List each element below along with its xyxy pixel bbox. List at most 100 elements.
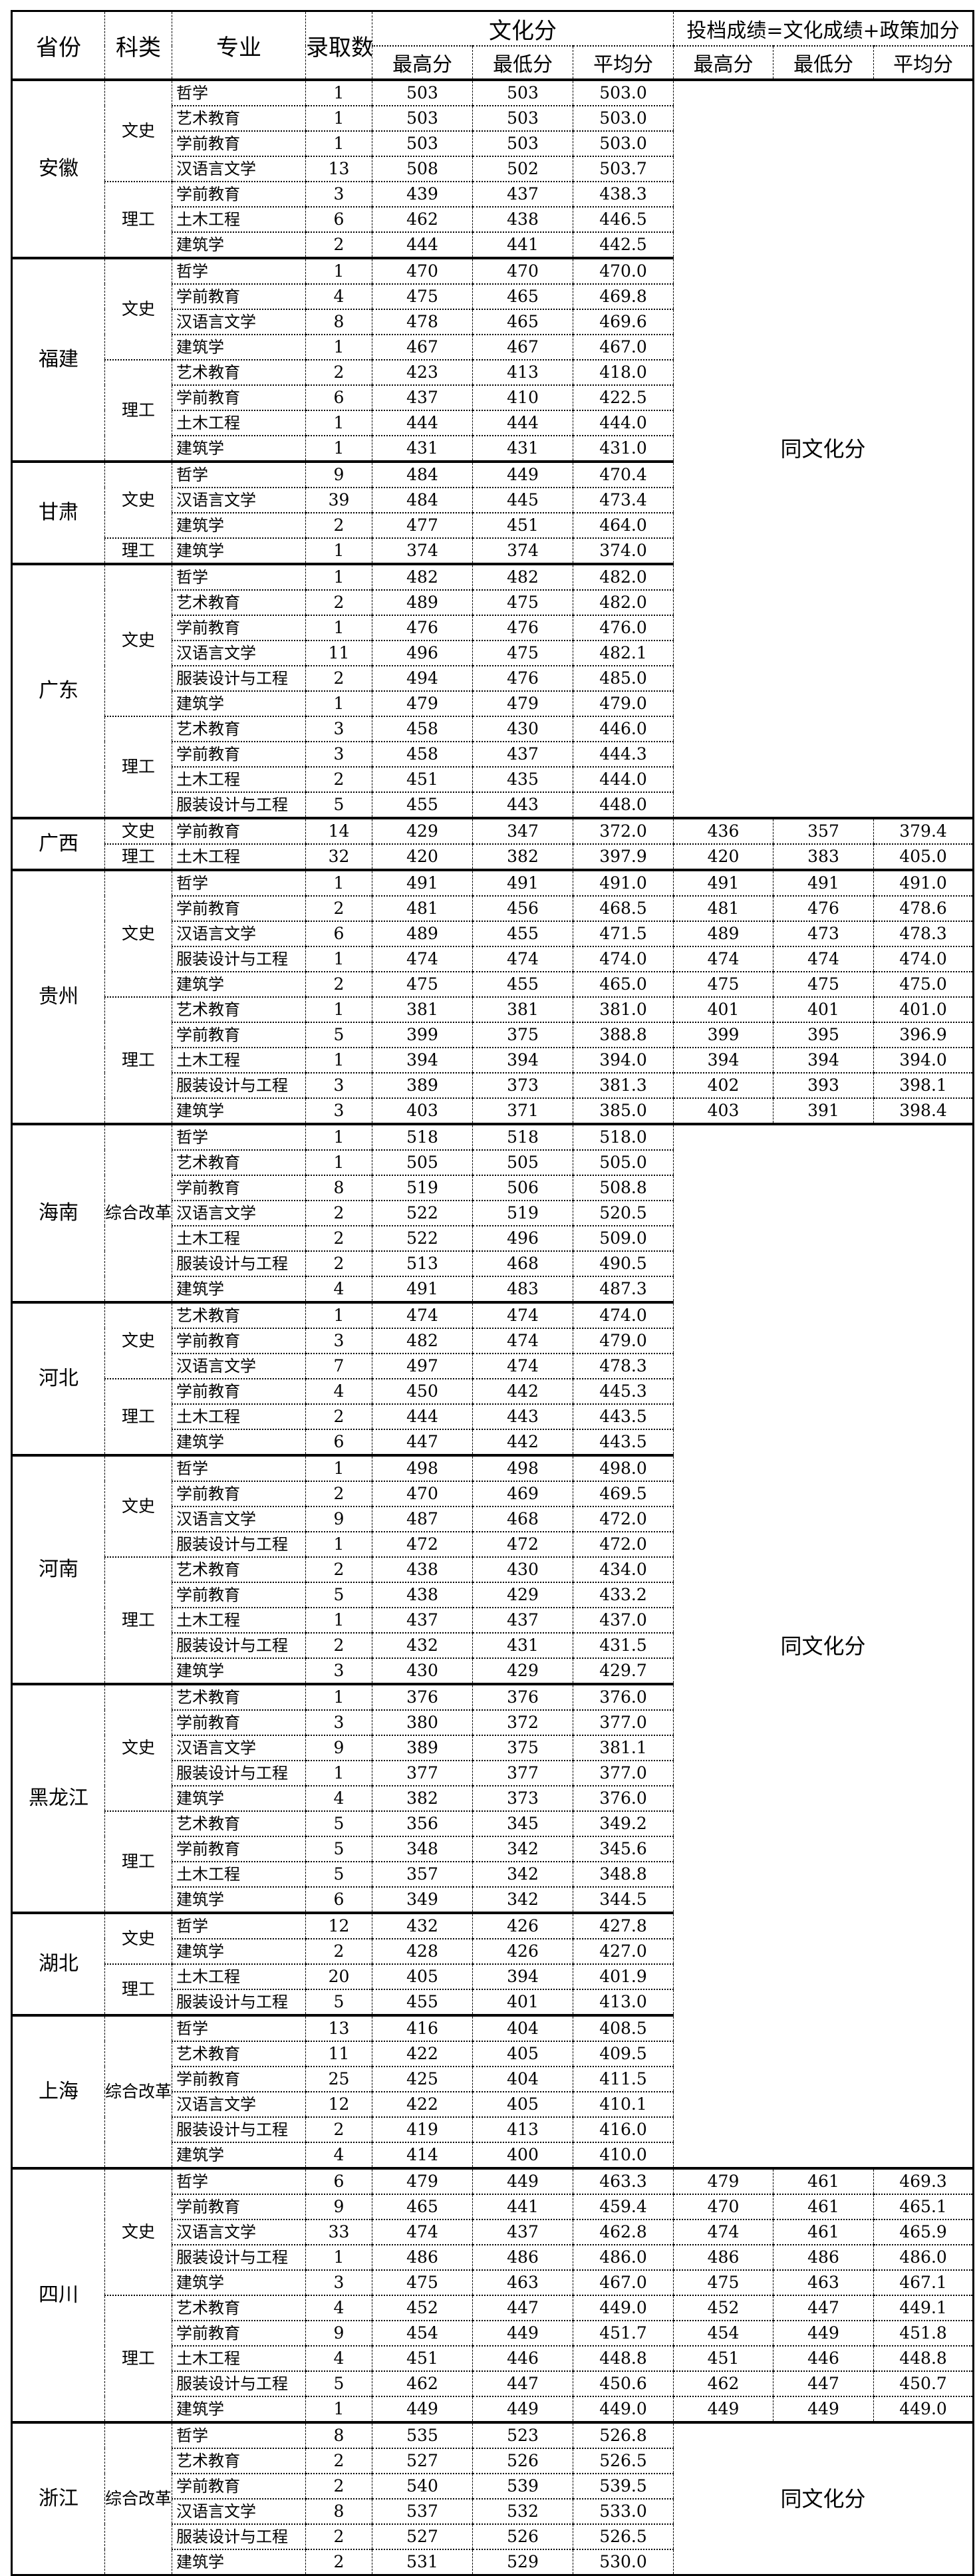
culture-max-cell: 476 <box>372 615 473 641</box>
culture-avg-cell: 479.0 <box>572 690 674 716</box>
admitted-cell: 1 <box>305 1760 372 1786</box>
table-row: 建筑学 1 479 479 479.0 <box>12 690 974 716</box>
table-row: 贵州 文史 哲学 1 491 491 491.0 491 491 491.0 <box>11 869 974 1124</box>
filing-max-cell: 454 <box>673 2320 774 2346</box>
filing-avg-cell: 474.0 <box>873 946 974 972</box>
culture-avg-cell: 418.0 <box>572 359 674 385</box>
filing-max-cell: 403 <box>673 1097 774 1124</box>
culture-avg-cell: 388.8 <box>572 1022 674 1048</box>
culture-max-cell: 491 <box>372 1276 473 1302</box>
major-cell: 汉语言文学 <box>172 2219 306 2245</box>
table-row: 汉语言文学 7 497 474 478.3 <box>12 1353 974 1379</box>
category-cell: 理工 <box>104 537 172 564</box>
admitted-cell: 1 <box>305 1607 372 1633</box>
culture-min-cell: 483 <box>472 1276 573 1302</box>
filing-max-cell: 474 <box>673 946 774 972</box>
admitted-cell: 2 <box>305 1225 372 1251</box>
admitted-cell: 3 <box>305 1072 372 1098</box>
culture-avg-cell: 397.9 <box>572 843 674 870</box>
admitted-cell: 1 <box>305 563 372 590</box>
culture-max-cell: 423 <box>372 359 473 385</box>
table-row: 服装设计与工程 1 474 474 474.0 474 474 474.0 <box>12 946 974 972</box>
culture-avg-cell: 444.0 <box>572 410 674 436</box>
filing-min-cell: 486 <box>773 2244 875 2270</box>
filing-max-cell: 481 <box>673 895 774 921</box>
filing-min-cell: 447 <box>773 2370 875 2396</box>
culture-avg-cell: 429.7 <box>572 1657 674 1684</box>
admitted-cell: 9 <box>305 1506 372 1532</box>
major-cell: 建筑学 <box>172 435 306 462</box>
admitted-cell: 7 <box>305 1353 372 1379</box>
table-row: 汉语言文学 8 537 532 533.0 <box>12 2498 974 2524</box>
province-cell: 广西 <box>11 817 105 870</box>
culture-avg-cell: 539.5 <box>572 2473 674 2499</box>
filing-avg-cell: 398.4 <box>873 1097 974 1124</box>
admitted-cell: 2 <box>305 2473 372 2499</box>
culture-avg-cell: 448.8 <box>572 2345 674 2371</box>
admitted-cell: 3 <box>305 2269 372 2295</box>
table-row: 土木工程 1 444 444 444.0 <box>12 410 974 436</box>
major-cell: 哲学 <box>172 257 306 284</box>
culture-max-cell: 519 <box>372 1175 473 1201</box>
culture-min-cell: 382 <box>472 843 573 870</box>
culture-max-cell: 430 <box>372 1657 473 1684</box>
admitted-cell: 2 <box>305 766 372 792</box>
major-cell: 学前教育 <box>172 741 306 767</box>
filing-max-cell: 475 <box>673 2269 774 2295</box>
filing-max-cell: 394 <box>673 1047 774 1073</box>
admitted-cell: 11 <box>305 2041 372 2067</box>
admitted-cell: 9 <box>305 2320 372 2346</box>
major-cell: 学前教育 <box>172 1836 306 1862</box>
filing-avg-cell: 398.1 <box>873 1072 974 1098</box>
culture-avg-cell: 473.4 <box>572 487 674 513</box>
culture-min-cell: 469 <box>472 1481 573 1506</box>
culture-avg-cell: 470.0 <box>572 257 674 284</box>
culture-min-cell: 413 <box>472 359 573 385</box>
culture-min-cell: 345 <box>472 1810 573 1836</box>
table-row: 服装设计与工程 1 472 472 472.0 <box>12 1531 974 1557</box>
culture-min-cell: 526 <box>472 2448 573 2474</box>
culture-min-cell: 472 <box>472 1531 573 1557</box>
culture-max-cell: 489 <box>372 921 473 946</box>
culture-min-cell: 465 <box>472 283 573 309</box>
admitted-cell: 8 <box>305 2421 372 2448</box>
filing-avg-cell: 475.0 <box>873 971 974 997</box>
culture-max-cell: 527 <box>372 2523 473 2549</box>
major-cell: 艺术教育 <box>172 2448 306 2474</box>
admitted-cell: 5 <box>305 1810 372 1836</box>
filing-max-cell: 436 <box>673 817 774 844</box>
table-row: 建筑学 6 447 442 443.5 <box>12 1429 974 1455</box>
table-row: 河南 文史 哲学 1 498 498 498.0 <box>11 1454 974 1684</box>
admitted-cell: 2 <box>305 2549 372 2575</box>
culture-max-cell: 513 <box>372 1250 473 1276</box>
admitted-cell: 1 <box>305 78 372 106</box>
filing-avg-cell: 401.0 <box>873 996 974 1022</box>
table-row: 服装设计与工程 1 377 377 377.0 <box>12 1760 974 1786</box>
culture-avg-cell: 444.3 <box>572 741 674 767</box>
admitted-cell: 4 <box>305 1276 372 1302</box>
culture-avg-cell: 431.0 <box>572 435 674 462</box>
major-cell: 服装设计与工程 <box>172 1072 306 1098</box>
admitted-cell: 1 <box>305 130 372 156</box>
admitted-cell: 1 <box>305 410 372 436</box>
culture-avg-cell: 409.5 <box>572 2041 674 2067</box>
culture-max-cell: 531 <box>372 2549 473 2575</box>
filing-avg-cell: 449.0 <box>873 2396 974 2422</box>
culture-max-cell: 535 <box>372 2421 473 2448</box>
table-row: 学前教育 2 481 456 468.5 481 476 478.6 <box>12 895 974 921</box>
culture-avg-cell: 470.4 <box>572 460 674 488</box>
major-cell: 建筑学 <box>172 971 306 997</box>
table-row: 建筑学 3 430 429 429.7 <box>12 1657 974 1684</box>
table-row: 土木工程 2 444 443 443.5 <box>12 1403 974 1429</box>
culture-min-cell: 503 <box>472 130 573 156</box>
admitted-cell: 1 <box>305 257 372 284</box>
culture-min-cell: 405 <box>472 2041 573 2067</box>
table-row: 学前教育 2 470 469 469.5 <box>12 1481 974 1506</box>
culture-avg-cell: 451.7 <box>572 2320 674 2346</box>
admitted-cell: 3 <box>305 716 372 742</box>
culture-min-cell: 400 <box>472 2142 573 2168</box>
admitted-cell: 3 <box>305 1709 372 1735</box>
major-cell: 建筑学 <box>172 1429 306 1455</box>
filing-min-cell: 461 <box>773 2167 875 2194</box>
culture-max-cell: 389 <box>372 1072 473 1098</box>
